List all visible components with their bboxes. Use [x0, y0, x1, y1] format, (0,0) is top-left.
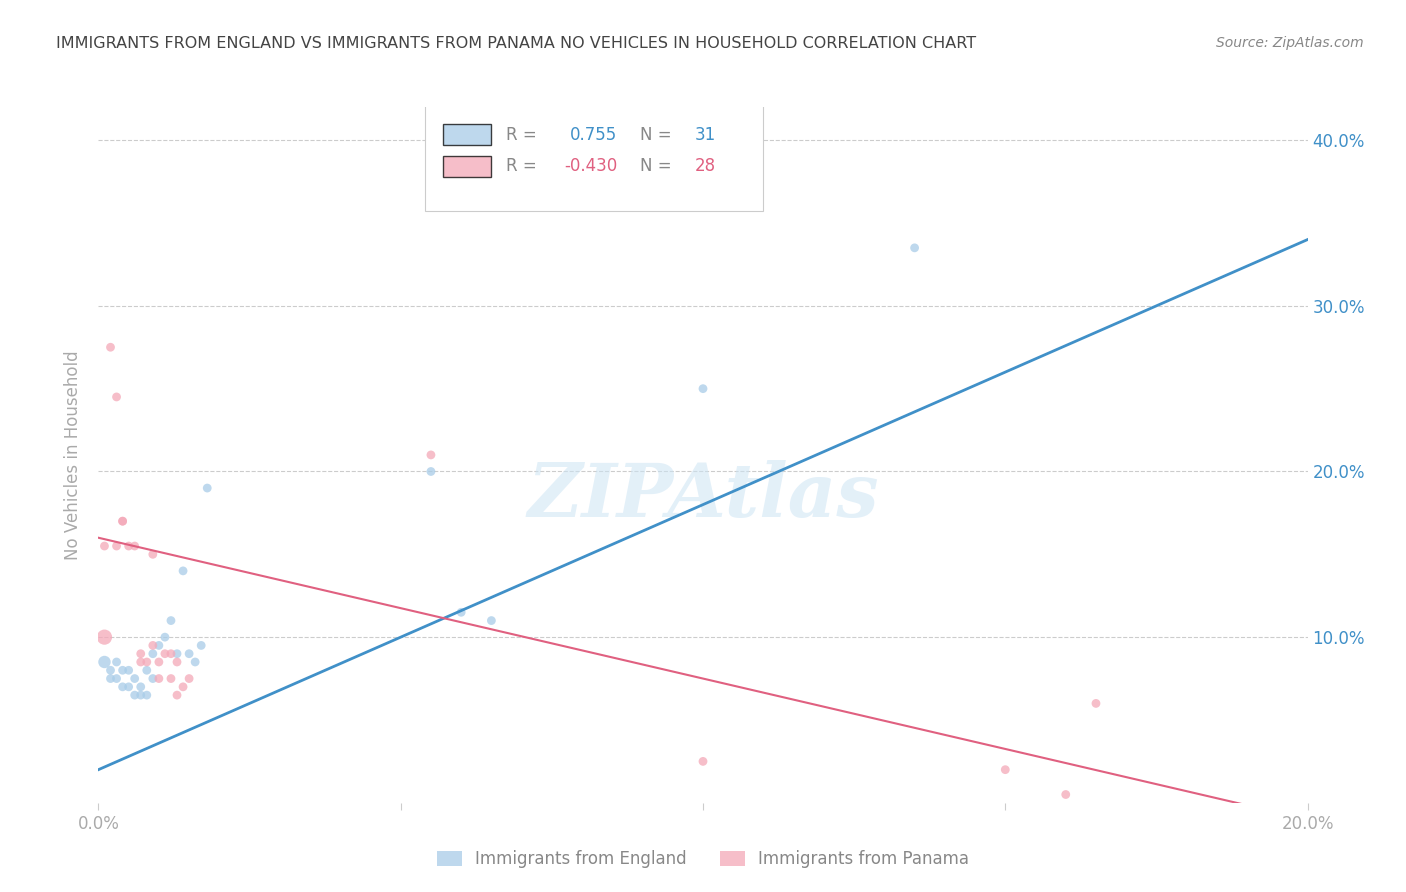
Point: [93, 655, 115, 669]
Point: [904, 241, 927, 255]
Text: N =: N =: [640, 157, 678, 175]
Point: [160, 672, 183, 686]
Point: [420, 448, 443, 462]
Point: [142, 547, 165, 561]
Point: [93, 539, 115, 553]
Point: [100, 340, 122, 354]
Text: R =: R =: [506, 157, 541, 175]
Point: [142, 639, 165, 653]
Point: [142, 647, 165, 661]
Point: [481, 614, 503, 628]
Text: N =: N =: [640, 126, 678, 144]
Point: [105, 672, 128, 686]
Point: [124, 672, 146, 686]
Point: [160, 647, 183, 661]
Text: 28: 28: [695, 157, 716, 175]
Point: [692, 755, 714, 769]
Point: [450, 605, 472, 619]
Y-axis label: No Vehicles in Household: No Vehicles in Household: [65, 350, 83, 560]
Point: [118, 663, 141, 677]
Point: [111, 663, 134, 677]
Point: [148, 655, 170, 669]
Point: [184, 655, 207, 669]
Point: [153, 647, 176, 661]
Point: [129, 647, 152, 661]
Point: [172, 680, 194, 694]
Point: [142, 672, 165, 686]
Point: [135, 663, 157, 677]
Text: R =: R =: [506, 126, 541, 144]
Point: [105, 655, 128, 669]
Text: IMMIGRANTS FROM ENGLAND VS IMMIGRANTS FROM PANAMA NO VEHICLES IN HOUSEHOLD CORRE: IMMIGRANTS FROM ENGLAND VS IMMIGRANTS FR…: [56, 36, 976, 51]
Point: [166, 688, 188, 702]
FancyBboxPatch shape: [443, 124, 492, 145]
Point: [118, 680, 141, 694]
Point: [166, 655, 188, 669]
Point: [100, 672, 122, 686]
Point: [111, 514, 134, 528]
FancyBboxPatch shape: [425, 103, 763, 211]
Point: [195, 481, 218, 495]
Point: [105, 539, 128, 553]
Point: [129, 680, 152, 694]
Point: [129, 655, 152, 669]
Text: -0.430: -0.430: [564, 157, 617, 175]
Point: [93, 630, 115, 644]
Text: 31: 31: [695, 126, 716, 144]
Point: [179, 672, 201, 686]
Point: [135, 688, 157, 702]
Point: [692, 382, 714, 396]
Point: [148, 672, 170, 686]
Point: [179, 647, 201, 661]
Point: [100, 663, 122, 677]
Point: [118, 539, 141, 553]
Point: [124, 539, 146, 553]
Point: [111, 514, 134, 528]
Text: Source: ZipAtlas.com: Source: ZipAtlas.com: [1216, 36, 1364, 50]
Point: [994, 763, 1017, 777]
Point: [111, 680, 134, 694]
Point: [160, 614, 183, 628]
Point: [420, 465, 443, 479]
Point: [135, 655, 157, 669]
Point: [129, 688, 152, 702]
Text: ZIPAtlas: ZIPAtlas: [527, 460, 879, 533]
Point: [172, 564, 194, 578]
Point: [148, 639, 170, 653]
FancyBboxPatch shape: [443, 156, 492, 177]
Text: 0.755: 0.755: [569, 126, 617, 144]
Point: [1085, 697, 1108, 711]
Point: [1054, 788, 1077, 802]
Point: [153, 630, 176, 644]
Point: [124, 688, 146, 702]
Point: [166, 647, 188, 661]
Point: [190, 639, 212, 653]
Legend: Immigrants from England, Immigrants from Panama: Immigrants from England, Immigrants from…: [430, 844, 976, 875]
Point: [105, 390, 128, 404]
